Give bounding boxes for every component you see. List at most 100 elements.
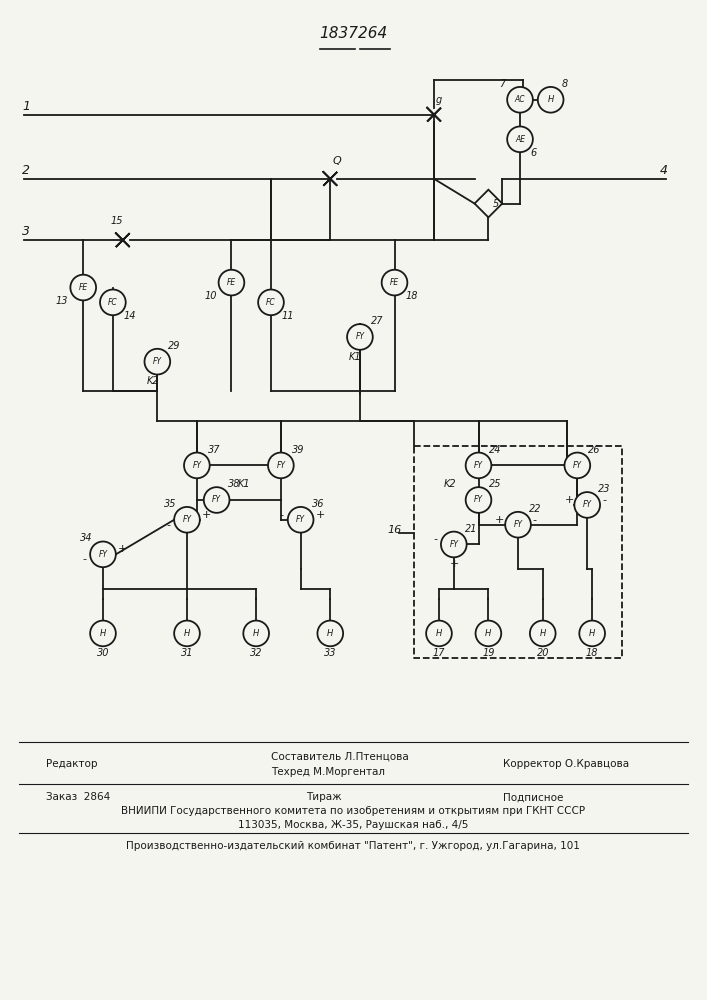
Text: 33: 33: [324, 648, 337, 658]
Text: FY: FY: [296, 515, 305, 524]
Circle shape: [174, 507, 200, 533]
Text: -: -: [166, 520, 170, 530]
Text: Редактор: Редактор: [46, 759, 97, 769]
Text: 23: 23: [598, 484, 611, 494]
Circle shape: [574, 492, 600, 518]
Text: +: +: [564, 495, 574, 505]
Text: -: -: [433, 535, 437, 545]
Text: FY: FY: [356, 332, 364, 341]
Text: 18: 18: [586, 648, 598, 658]
Text: FY: FY: [212, 495, 221, 504]
Circle shape: [317, 621, 343, 646]
Text: 35: 35: [163, 499, 176, 509]
Text: H: H: [589, 629, 595, 638]
Text: 29: 29: [168, 341, 181, 351]
Circle shape: [441, 532, 467, 557]
Text: g: g: [436, 95, 443, 105]
Text: H: H: [100, 629, 106, 638]
Circle shape: [90, 542, 116, 567]
Text: 20: 20: [537, 648, 549, 658]
Text: +: +: [315, 510, 325, 520]
Circle shape: [507, 87, 533, 113]
Text: K2: K2: [444, 479, 457, 489]
Circle shape: [538, 87, 563, 113]
Text: 7: 7: [499, 79, 506, 89]
Text: FY: FY: [450, 540, 458, 549]
Text: Q: Q: [332, 156, 341, 166]
Circle shape: [71, 275, 96, 300]
Text: 31: 31: [181, 648, 193, 658]
Circle shape: [466, 487, 491, 513]
Text: H: H: [184, 629, 190, 638]
Circle shape: [90, 621, 116, 646]
Text: Производственно-издательский комбинат "Патент", г. Ужгород, ул.Гагарина, 101: Производственно-издательский комбинат "П…: [126, 841, 580, 851]
Text: FC: FC: [266, 298, 276, 307]
Circle shape: [184, 453, 210, 478]
Text: +: +: [118, 544, 127, 554]
Text: -: -: [280, 510, 284, 520]
Text: 14: 14: [124, 311, 136, 321]
Text: H: H: [327, 629, 334, 638]
Text: 17: 17: [433, 648, 445, 658]
Text: -: -: [533, 515, 537, 525]
Text: FY: FY: [474, 461, 483, 470]
Text: Подписное: Подписное: [503, 792, 563, 802]
Circle shape: [204, 487, 230, 513]
Text: FE: FE: [227, 278, 236, 287]
Text: 6: 6: [531, 148, 537, 158]
Text: 18: 18: [405, 291, 418, 301]
Text: FY: FY: [192, 461, 201, 470]
Text: 10: 10: [204, 291, 216, 301]
Text: 4: 4: [660, 164, 667, 177]
Circle shape: [174, 621, 200, 646]
Text: 25: 25: [489, 479, 502, 489]
Text: 37: 37: [208, 445, 221, 455]
Text: FY: FY: [583, 500, 592, 509]
Text: 11: 11: [282, 311, 294, 321]
Circle shape: [144, 349, 170, 374]
Circle shape: [218, 270, 245, 295]
Text: Составитель Л.Птенцова: Составитель Л.Птенцова: [271, 752, 409, 762]
Text: FY: FY: [153, 357, 162, 366]
Text: 26: 26: [588, 445, 601, 455]
Circle shape: [579, 621, 605, 646]
Text: 3: 3: [22, 225, 30, 238]
Text: Техред М.Моргентал: Техред М.Моргентал: [271, 767, 385, 777]
Circle shape: [564, 453, 590, 478]
Circle shape: [258, 290, 284, 315]
Text: 36: 36: [312, 499, 324, 509]
Text: AE: AE: [515, 135, 525, 144]
Circle shape: [476, 621, 501, 646]
Text: H: H: [485, 629, 491, 638]
Circle shape: [268, 453, 293, 478]
Circle shape: [243, 621, 269, 646]
Text: K1: K1: [349, 352, 362, 362]
Text: AC: AC: [515, 95, 525, 104]
Circle shape: [507, 126, 533, 152]
Text: 22: 22: [529, 504, 542, 514]
Text: -: -: [82, 554, 86, 564]
Text: -: -: [602, 495, 606, 505]
Text: 15: 15: [111, 216, 124, 226]
Text: 1837264: 1837264: [319, 26, 387, 41]
Text: K1: K1: [238, 479, 250, 489]
Text: K2: K2: [146, 376, 159, 386]
Text: FY: FY: [573, 461, 582, 470]
Text: H: H: [253, 629, 259, 638]
Text: Заказ  2864: Заказ 2864: [46, 792, 110, 802]
Text: ВНИИПИ Государственного комитета по изобретениям и открытиям при ГКНТ СССР: ВНИИПИ Государственного комитета по изоб…: [121, 806, 585, 816]
Circle shape: [288, 507, 313, 533]
Text: 30: 30: [97, 648, 110, 658]
Text: FY: FY: [182, 515, 192, 524]
Text: H: H: [547, 95, 554, 104]
Text: 16: 16: [387, 525, 402, 535]
Text: FC: FC: [108, 298, 118, 307]
Text: FY: FY: [98, 550, 107, 559]
Text: Тираж: Тираж: [305, 792, 341, 802]
Text: 21: 21: [464, 524, 477, 534]
Circle shape: [347, 324, 373, 350]
Circle shape: [530, 621, 556, 646]
Text: +: +: [201, 510, 211, 520]
Text: +: +: [450, 559, 460, 569]
Text: 32: 32: [250, 648, 262, 658]
